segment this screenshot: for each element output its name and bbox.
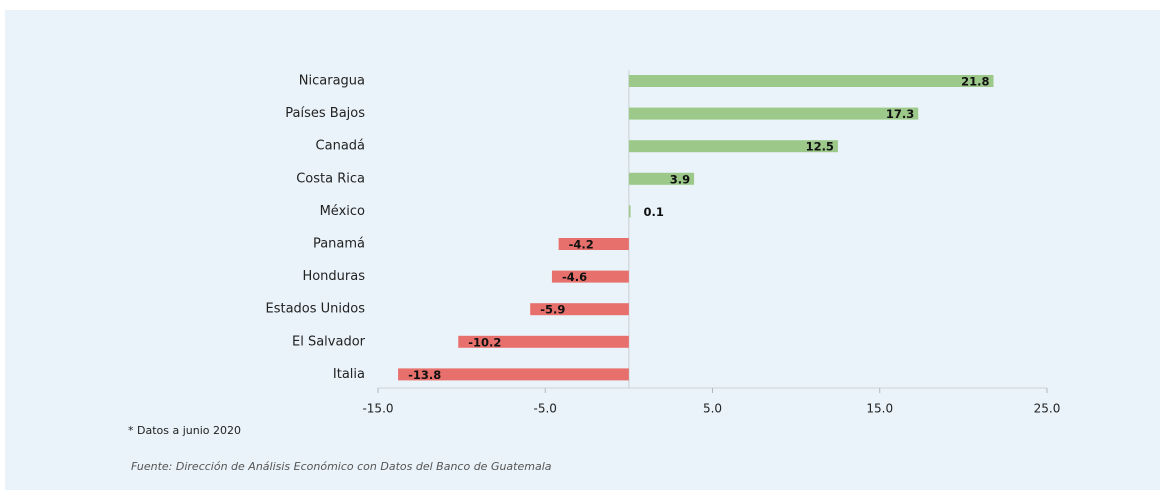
value-label: 21.8 (961, 75, 989, 89)
bar (628, 140, 838, 153)
note: * Datos a junio 2020 (128, 424, 241, 437)
bar (628, 75, 994, 87)
value-label: 3.9 (670, 172, 690, 186)
bar (551, 270, 629, 283)
bar (458, 335, 629, 348)
category-label: Costa Rica (296, 171, 365, 186)
value-label: 0.1 (644, 205, 664, 219)
bar (628, 107, 919, 120)
value-label: -4.6 (562, 270, 587, 284)
category-label: Honduras (302, 269, 365, 284)
category-label: Países Bajos (285, 106, 365, 121)
x-tick-label: -5.0 (534, 402, 557, 416)
bar (398, 368, 629, 381)
value-label: -13.8 (408, 368, 441, 382)
x-tick-label: 25.0 (1034, 402, 1061, 416)
value-label: -5.9 (540, 303, 565, 317)
x-tick-label: 5.0 (703, 402, 722, 416)
category-label: Canadá (316, 139, 365, 154)
category-label: México (320, 204, 365, 219)
x-tick-label: 15.0 (866, 402, 893, 416)
x-tick-label: -15.0 (362, 402, 393, 416)
bar (628, 205, 631, 218)
category-label: Nicaragua (299, 74, 365, 89)
category-label: El Salvador (292, 334, 366, 349)
bar (628, 172, 695, 185)
value-label: 12.5 (806, 140, 834, 154)
category-label: Estados Unidos (265, 302, 365, 317)
value-label: -4.2 (569, 238, 594, 252)
bar (530, 303, 629, 316)
category-label: Panamá (313, 237, 365, 252)
value-label: 17.3 (886, 107, 914, 121)
category-label: Italia (333, 367, 365, 382)
bar (558, 238, 629, 250)
source: Fuente: Dirección de Análisis Económico … (131, 460, 552, 473)
value-label: -10.2 (468, 335, 501, 349)
